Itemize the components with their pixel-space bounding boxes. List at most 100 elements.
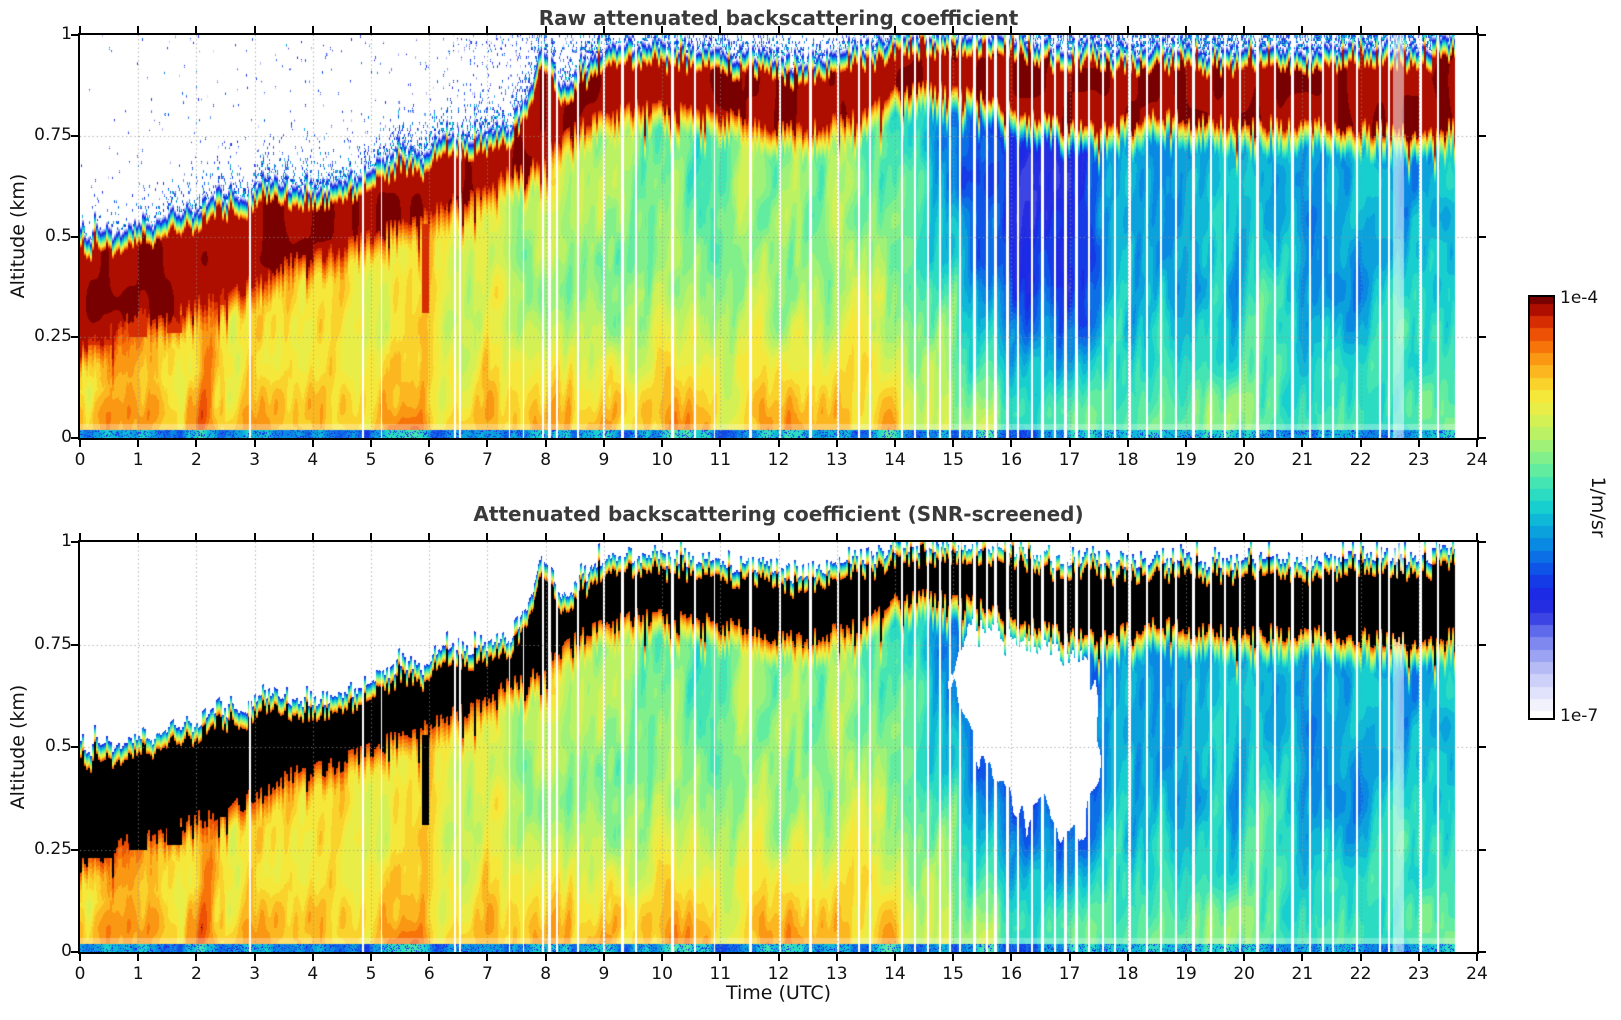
x-tick xyxy=(137,26,140,33)
x-tick-label: 11 xyxy=(709,450,732,470)
x-tick xyxy=(1243,533,1246,540)
x-tick-label: 12 xyxy=(767,964,790,984)
x-tick xyxy=(661,954,664,961)
x-tick-label: 21 xyxy=(1291,450,1314,470)
x-axis-label: Time (UTC) xyxy=(725,982,832,1004)
x-tick xyxy=(893,26,896,33)
x-tick-label: 19 xyxy=(1175,450,1197,470)
x-tick-label: 10 xyxy=(651,964,673,984)
x-tick-label: 12 xyxy=(767,450,790,470)
x-tick-label: 8 xyxy=(540,964,552,984)
x-tick-label: 18 xyxy=(1116,450,1139,470)
y-tick xyxy=(1479,541,1486,543)
x-tick-label: 7 xyxy=(482,450,493,470)
x-tick-label: 13 xyxy=(825,450,848,470)
x-tick xyxy=(719,954,722,961)
x-tick-label: 4 xyxy=(307,450,319,470)
x-tick xyxy=(486,26,489,33)
x-tick-label: 16 xyxy=(1000,964,1023,984)
x-tick xyxy=(777,533,780,540)
y-tick-label: 0 xyxy=(61,427,72,447)
x-tick xyxy=(428,26,431,33)
x-tick xyxy=(835,26,838,33)
y-tick xyxy=(1479,134,1486,137)
x-tick xyxy=(79,533,81,540)
y-tick xyxy=(1479,34,1486,36)
x-tick xyxy=(1184,954,1187,961)
x-tick xyxy=(1359,440,1362,447)
x-tick-label: 0 xyxy=(74,964,86,984)
y-tick xyxy=(1479,643,1486,646)
x-tick-label: 1 xyxy=(132,964,144,984)
y-tick xyxy=(1479,235,1486,238)
x-tick xyxy=(1243,954,1246,961)
x-tick xyxy=(719,533,722,540)
x-tick xyxy=(486,533,489,540)
x-tick-label: 8 xyxy=(540,450,552,470)
x-tick-label: 6 xyxy=(423,964,435,984)
x-tick-label: 22 xyxy=(1349,964,1372,984)
x-tick xyxy=(79,954,81,961)
x-tick xyxy=(777,954,780,961)
x-tick xyxy=(952,440,955,447)
x-tick xyxy=(602,26,605,33)
panel2-title: Attenuated backscattering coefficient (S… xyxy=(473,502,1084,526)
x-tick xyxy=(1010,440,1013,447)
y-tick-label: 0.25 xyxy=(34,838,72,859)
x-tick-label: 23 xyxy=(1407,450,1430,470)
x-tick xyxy=(1417,440,1420,447)
x-tick xyxy=(137,954,140,961)
x-tick xyxy=(952,533,955,540)
x-tick xyxy=(253,26,256,33)
x-tick-label: 3 xyxy=(249,964,261,984)
x-tick xyxy=(602,440,605,447)
x-tick xyxy=(195,26,198,33)
x-tick xyxy=(253,533,256,540)
colorbar-min-label: 1e-7 xyxy=(1560,706,1599,726)
y-tick-label: 0.5 xyxy=(44,736,72,756)
x-tick xyxy=(1301,26,1304,33)
x-tick xyxy=(195,440,198,447)
x-tick xyxy=(1126,440,1129,447)
x-tick xyxy=(661,533,664,540)
x-tick xyxy=(719,440,722,447)
x-tick xyxy=(486,440,489,447)
x-tick xyxy=(719,26,722,33)
x-tick-label: 11 xyxy=(709,964,732,984)
x-tick xyxy=(1359,26,1362,33)
x-tick xyxy=(1068,954,1071,961)
x-tick xyxy=(661,26,664,33)
x-tick xyxy=(311,954,314,961)
y-tick xyxy=(71,34,78,36)
x-tick-label: 9 xyxy=(598,450,610,470)
x-tick-label: 17 xyxy=(1058,964,1081,984)
x-tick-label: 20 xyxy=(1233,450,1255,470)
y-tick xyxy=(1479,848,1486,851)
x-tick-label: 24 xyxy=(1466,450,1488,470)
x-tick-label: 7 xyxy=(482,964,493,984)
x-tick xyxy=(1359,954,1362,961)
y-tick xyxy=(1479,951,1486,953)
x-tick xyxy=(544,440,547,447)
x-tick-label: 22 xyxy=(1349,450,1372,470)
x-tick xyxy=(1243,440,1246,447)
y-tick xyxy=(1479,336,1486,339)
x-tick-label: 13 xyxy=(825,964,848,984)
panel1-heatmap-canvas xyxy=(80,35,1477,438)
x-tick xyxy=(1184,440,1187,447)
x-tick xyxy=(1068,440,1071,447)
x-tick xyxy=(370,533,373,540)
x-tick-label: 6 xyxy=(423,450,435,470)
x-tick-label: 2 xyxy=(190,964,202,984)
x-tick xyxy=(893,440,896,447)
x-tick-label: 14 xyxy=(884,964,906,984)
colorbar-units-label: 1/m/sr xyxy=(1587,476,1609,538)
x-tick-label: 20 xyxy=(1233,964,1255,984)
x-tick xyxy=(137,440,140,447)
x-tick xyxy=(370,954,373,961)
x-tick xyxy=(1126,954,1129,961)
x-tick xyxy=(777,26,780,33)
colorbar-frame xyxy=(1528,295,1555,720)
x-tick-label: 23 xyxy=(1407,964,1430,984)
x-tick xyxy=(602,533,605,540)
